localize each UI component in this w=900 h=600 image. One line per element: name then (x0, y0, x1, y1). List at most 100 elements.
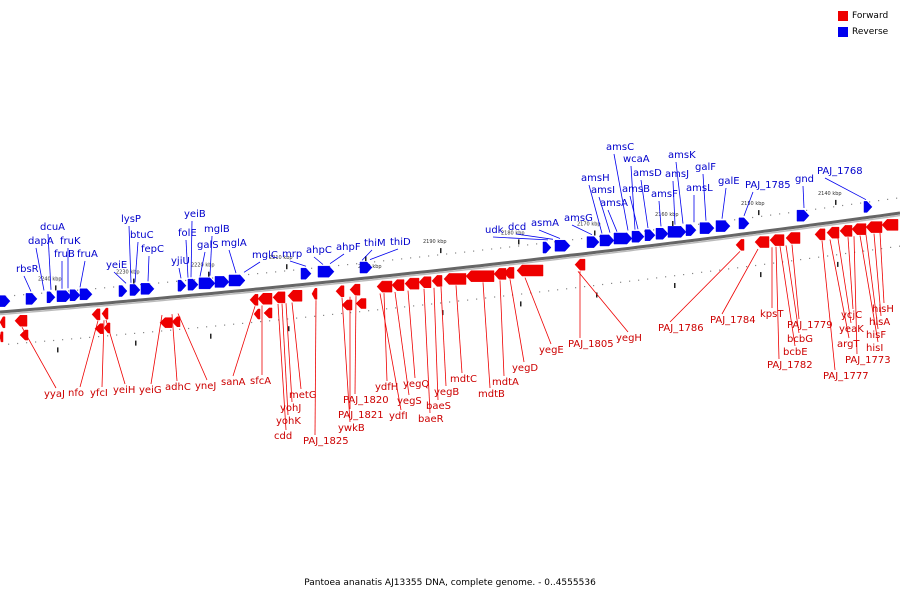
reverse-leader-line (313, 256, 324, 265)
forward-gene-arrow (249, 294, 259, 306)
minor-tick (746, 266, 748, 268)
forward-gene-label: yegD (512, 363, 538, 374)
forward-gene-arrow (311, 288, 318, 300)
minor-tick (881, 248, 883, 250)
forward-gene-label: kpsT (760, 309, 784, 320)
legend-label-forward: Forward (852, 11, 889, 21)
minor-tick (242, 322, 244, 324)
minor-tick (872, 249, 874, 251)
forward-gene-label: PAJ_1784 (710, 315, 756, 326)
forward-gene-label: hisA (869, 317, 890, 328)
forward-gene-label: PAJ_1825 (303, 436, 349, 447)
minor-tick (197, 327, 199, 329)
forward-gene-arrow (103, 322, 111, 334)
tick-label: 2180 kbp (501, 230, 525, 236)
minor-tick (491, 248, 493, 250)
minor-tick (404, 306, 406, 308)
minor-tick (611, 282, 613, 284)
reverse-gene-label: thiD (390, 237, 411, 248)
forward-gene-label: PAJ_1782 (767, 360, 813, 371)
minor-tick (170, 329, 172, 331)
forward-leader-line (859, 235, 879, 343)
reverse-gene-label: mglB (204, 224, 230, 235)
minor-tick (296, 317, 298, 319)
major-tick (210, 333, 212, 339)
forward-gene-arrow (14, 315, 28, 327)
reverse-leader-line (802, 185, 805, 209)
forward-gene-arrow (391, 279, 405, 291)
reverse-gene-label: yjiU (171, 256, 190, 267)
minor-tick (383, 260, 385, 262)
minor-tick (557, 289, 559, 291)
forward-gene-label: PAJ_1779 (787, 320, 833, 331)
reverse-leader-line (672, 180, 676, 225)
major-tick (520, 301, 522, 307)
major-tick (365, 256, 367, 262)
forward-gene-label: yegB (434, 387, 459, 398)
minor-tick (521, 293, 523, 295)
minor-tick (248, 273, 250, 276)
reverse-gene-label: mglC (252, 250, 278, 261)
forward-gene-label: PAJ_1773 (845, 355, 891, 366)
reverse-gene-arrow (46, 291, 56, 304)
forward-gene-label: hisH (872, 304, 894, 315)
reverse-leader-line (588, 184, 603, 234)
reverse-gene-label: mglA (221, 238, 247, 249)
minor-tick (818, 256, 820, 258)
reverse-gene-label: ahpC (306, 245, 332, 256)
reverse-gene-label: fruK (60, 236, 81, 247)
reverse-gene-arrow (25, 293, 38, 305)
reverse-gene-label: thiM (364, 238, 386, 249)
minor-tick (143, 332, 145, 334)
minor-tick (599, 235, 601, 238)
major-tick (57, 347, 59, 353)
minor-tick (539, 291, 541, 293)
reverse-gene-arrow (863, 201, 873, 213)
forward-gene-arrow (826, 226, 840, 239)
forward-leader-line (105, 319, 126, 385)
major-tick (518, 239, 520, 245)
forward-leader-line (150, 314, 163, 385)
forward-leader-line (291, 302, 302, 390)
minor-tick (764, 263, 766, 265)
reverse-leader-line (571, 224, 593, 236)
forward-gene-label: hisI (866, 343, 883, 354)
reverse-leader-line (675, 161, 684, 224)
minor-tick (401, 258, 403, 260)
minor-tick (341, 312, 343, 315)
forward-leader-line (277, 303, 287, 431)
minor-tick (332, 313, 334, 315)
reverse-gene-label: amsH (581, 173, 610, 184)
reverse-leader-line (185, 239, 189, 278)
forward-gene-label: yohK (276, 416, 301, 427)
reverse-leader-line (243, 261, 261, 273)
minor-tick (179, 328, 181, 330)
forward-swatch (838, 11, 848, 21)
major-tick (440, 248, 442, 254)
reverse-gene-arrow (359, 261, 373, 274)
reverse-gene-label: amsB (622, 184, 650, 195)
reverse-leader-line (743, 191, 754, 217)
minor-tick (440, 302, 442, 304)
major-tick (208, 271, 210, 277)
tick-label: 2240 kbp (38, 276, 62, 282)
minor-tick (503, 295, 505, 297)
major-tick (442, 310, 444, 316)
forward-gene-label: yegE (539, 345, 564, 356)
minor-tick (779, 213, 781, 215)
reverse-gene-label: amsG (564, 213, 593, 224)
minor-tick (419, 256, 421, 258)
legend-item-forward: Forward (838, 9, 888, 23)
minor-tick (809, 257, 811, 259)
minor-tick (422, 304, 424, 306)
minor-tick (464, 251, 466, 253)
legend: Forward Reverse (838, 9, 888, 41)
major-tick (758, 210, 760, 216)
reverse-leader-line (79, 260, 86, 288)
minor-tick (395, 307, 397, 309)
reverse-gene-label: amsA (600, 198, 628, 209)
minor-tick (566, 288, 568, 290)
minor-tick (374, 261, 376, 263)
reverse-gene-label: btuC (130, 230, 154, 241)
